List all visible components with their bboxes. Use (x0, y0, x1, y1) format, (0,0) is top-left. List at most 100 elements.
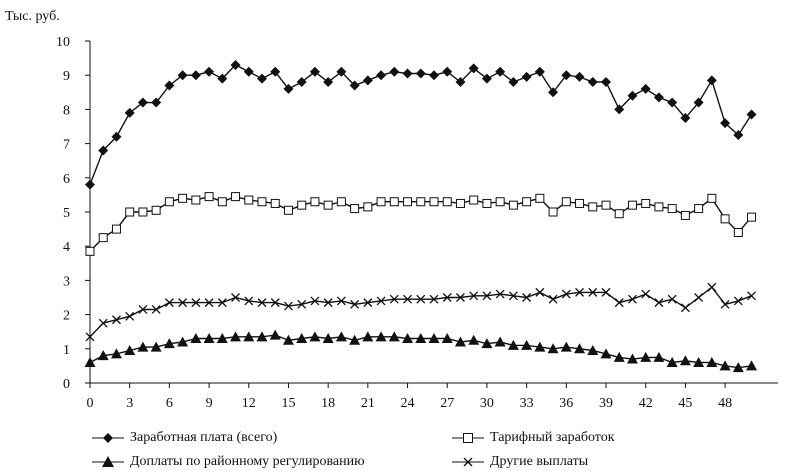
data-point (575, 198, 585, 208)
data-point (507, 339, 519, 350)
data-point (747, 212, 757, 222)
data-point (297, 299, 307, 309)
data-point (151, 205, 161, 215)
data-point (376, 296, 386, 306)
data-point (508, 291, 518, 301)
x-tick-label: 9 (206, 396, 213, 411)
series-line-0 (89, 64, 753, 185)
legend-triangle-marker-icon (92, 456, 124, 467)
data-point (641, 198, 651, 208)
data-point (403, 294, 412, 304)
data-point (177, 70, 188, 81)
data-point (137, 97, 148, 108)
y-tick-label: 8 (63, 103, 70, 118)
data-point (469, 291, 479, 301)
data-point (85, 179, 95, 190)
data-point (534, 341, 546, 352)
data-point (231, 293, 240, 302)
x-tick-label: 45 (678, 396, 692, 411)
data-point (112, 315, 121, 325)
data-point (522, 197, 532, 207)
data-point (164, 80, 175, 91)
data-point (177, 336, 189, 347)
data-point (429, 197, 439, 207)
data-point (284, 301, 293, 311)
data-point (521, 71, 532, 82)
data-point (230, 59, 241, 70)
data-point (178, 193, 188, 203)
data-point (653, 351, 665, 362)
data-point (283, 205, 293, 215)
data-point (481, 338, 493, 349)
data-point (614, 104, 625, 115)
x-tick-label: 6 (166, 396, 173, 411)
data-point (641, 289, 651, 299)
data-point (125, 311, 135, 321)
data-point (389, 294, 399, 304)
data-point (574, 343, 586, 354)
data-point (376, 70, 387, 81)
data-point (587, 77, 598, 88)
data-point (627, 90, 638, 101)
data-point (666, 356, 678, 367)
data-point (429, 294, 439, 304)
y-tick-label: 10 (56, 35, 70, 50)
legend-item-tariff-earnings: Тарифный заработок (452, 429, 615, 447)
data-point (548, 294, 558, 304)
data-point (706, 75, 717, 86)
data-point (561, 197, 571, 207)
data-point (137, 341, 149, 352)
data-point (138, 207, 148, 217)
data-point (191, 195, 201, 205)
data-point (720, 214, 730, 224)
data-point (494, 336, 506, 347)
data-point (653, 92, 664, 103)
series-lines (89, 64, 753, 369)
y-tick-label: 6 (63, 172, 70, 187)
data-point (270, 298, 280, 308)
data-point (244, 296, 254, 306)
data-point (111, 224, 121, 234)
data-point (204, 298, 214, 308)
data-point (257, 73, 267, 84)
data-point (547, 343, 559, 354)
data-point (441, 333, 453, 344)
data-point (508, 77, 519, 88)
data-point (270, 66, 281, 77)
data-point (84, 356, 96, 367)
data-point (680, 112, 691, 123)
data-point (588, 287, 598, 297)
y-tick-label: 3 (63, 274, 70, 289)
data-point (495, 66, 506, 77)
x-tick-label: 30 (480, 396, 494, 411)
data-point (191, 298, 201, 308)
data-point (375, 331, 387, 342)
data-point (85, 246, 95, 256)
data-point (297, 200, 307, 210)
data-point (719, 360, 731, 371)
data-point (125, 207, 135, 217)
data-point (310, 197, 320, 207)
data-point (323, 200, 333, 210)
data-point (640, 83, 651, 94)
data-point (428, 333, 440, 344)
data-point (350, 299, 360, 309)
data-point (204, 192, 214, 202)
data-point (97, 350, 109, 361)
legend-item-other-payments: Другие выплаты (452, 453, 588, 471)
x-tick-label: 12 (242, 396, 256, 411)
data-point (178, 298, 188, 308)
data-point (521, 339, 533, 350)
x-tick-label: 24 (401, 396, 415, 411)
data-point (257, 197, 267, 207)
legend-label: Заработная плата (всего) (130, 430, 278, 445)
data-point (362, 331, 374, 342)
data-point (733, 228, 743, 238)
data-point (482, 198, 492, 208)
data-point (535, 287, 545, 297)
data-point (468, 334, 480, 345)
x-tick-label: 27 (440, 396, 454, 411)
data-point (151, 305, 161, 314)
data-point (296, 333, 308, 344)
data-point (442, 66, 453, 77)
